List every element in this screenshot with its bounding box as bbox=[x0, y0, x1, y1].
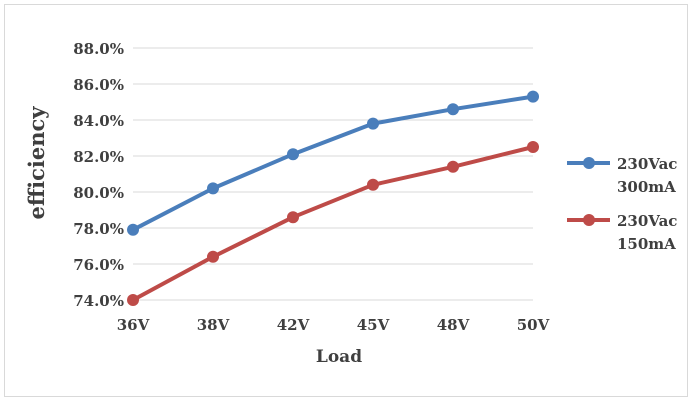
data-point bbox=[127, 223, 139, 236]
data-point bbox=[447, 103, 459, 116]
data-point bbox=[127, 294, 139, 306]
y-axis-title: efficiency bbox=[24, 106, 49, 220]
legend-swatch-marker bbox=[583, 157, 595, 169]
x-tick-label: 50V bbox=[517, 316, 550, 334]
x-tick-label: 42V bbox=[277, 316, 310, 334]
legend-label-line2: 150mA bbox=[617, 235, 676, 253]
legend-label-line2: 300mA bbox=[617, 178, 676, 196]
data-point bbox=[527, 90, 539, 103]
data-point bbox=[527, 141, 539, 153]
x-tick-label: 48V bbox=[437, 316, 470, 334]
legend-label-line1: 230Vac bbox=[617, 212, 677, 230]
legend-swatch-marker bbox=[583, 214, 595, 226]
x-tick-label: 36V bbox=[117, 316, 150, 334]
y-tick-label: 78.0% bbox=[73, 220, 124, 238]
data-point bbox=[367, 178, 379, 191]
series-layer bbox=[127, 90, 539, 306]
x-axis-title: Load bbox=[316, 347, 362, 367]
y-tick-label: 84.0% bbox=[73, 112, 124, 130]
y-tick-label: 76.0% bbox=[73, 256, 124, 274]
data-point bbox=[367, 117, 379, 130]
y-tick-label: 74.0% bbox=[73, 292, 124, 310]
y-tick-label: 82.0% bbox=[73, 148, 124, 166]
data-point bbox=[207, 250, 219, 263]
y-tick-labels: 74.0% 76.0% 78.0% 80.0% 82.0% 84.0% 86.0% 88.0% bbox=[73, 40, 124, 310]
legend-label-line1: 230Vac bbox=[617, 155, 677, 173]
x-tick-labels: 36V 38V 42V 45V 48V 50V bbox=[117, 316, 550, 334]
series-line-2 bbox=[131, 145, 535, 302]
data-point bbox=[447, 160, 459, 173]
y-tick-label: 86.0% bbox=[73, 76, 124, 94]
legend: 230Vac 300mA 230Vac 150mA bbox=[567, 155, 677, 253]
y-tick-label: 88.0% bbox=[73, 40, 124, 58]
x-tick-label: 38V bbox=[197, 316, 230, 334]
series-line-1 bbox=[131, 94, 535, 232]
data-point bbox=[207, 182, 219, 195]
data-point bbox=[287, 211, 299, 224]
chart-frame bbox=[4, 4, 688, 397]
data-point bbox=[287, 148, 299, 161]
gridlines bbox=[133, 47, 533, 301]
x-tick-label: 45V bbox=[357, 316, 390, 334]
y-tick-label: 80.0% bbox=[73, 184, 124, 202]
